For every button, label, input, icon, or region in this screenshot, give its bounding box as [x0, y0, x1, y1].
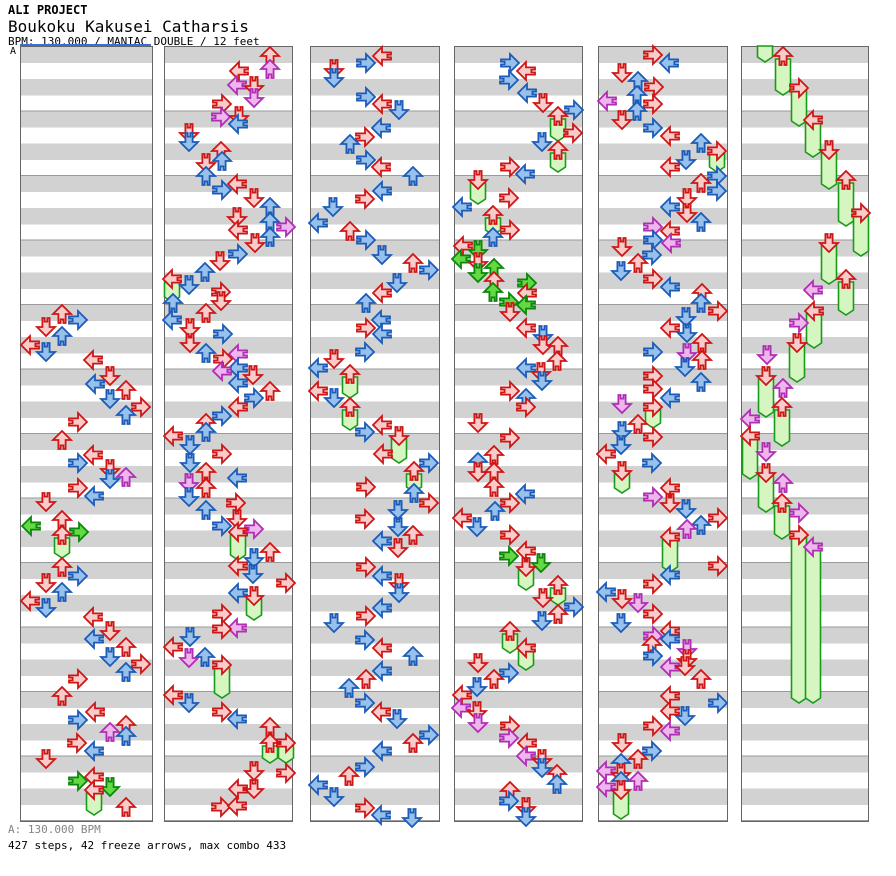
footer-stats-line: 427 steps, 42 freeze arrows, max combo 4…	[8, 839, 287, 852]
stepchart-panel-1	[20, 46, 153, 822]
stepchart-panel-2	[164, 46, 293, 822]
stepchart-panel-5	[598, 46, 728, 822]
song-title: Boukoku Kakusei Catharsis	[8, 17, 249, 36]
stepchart-panel-4	[454, 46, 583, 822]
stepchart-panel-6	[741, 46, 869, 822]
artist-name: ALI PROJECT	[8, 3, 88, 17]
stepchart-panel-3	[310, 46, 440, 822]
section-marker-label: A	[10, 46, 17, 57]
section-marker-line	[20, 44, 151, 46]
footer-bpm-line: A: 130.000 BPM	[8, 823, 101, 836]
